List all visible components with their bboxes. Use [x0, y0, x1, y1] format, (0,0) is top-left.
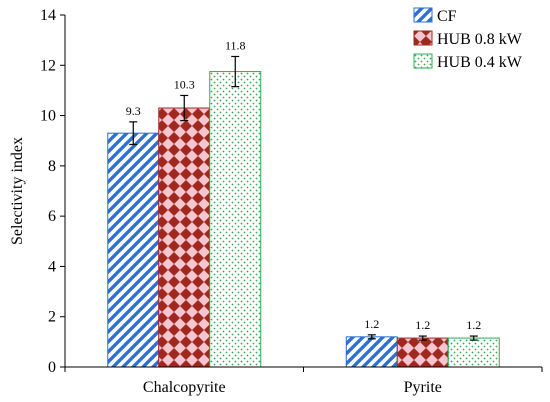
data-label: 1.2: [415, 318, 430, 332]
bar: [345, 336, 398, 368]
legend-swatch: [413, 7, 433, 23]
data-label: 11.8: [225, 38, 246, 52]
data-labels-group: 9.3 10.3 11.8 1.2 1.2 1.2: [126, 38, 482, 332]
y-ticks-group: 0 2 4 6 8 10 12 14: [40, 7, 65, 376]
data-label: 10.3: [174, 77, 195, 91]
bar: [158, 107, 211, 368]
data-label: 1.2: [364, 317, 379, 331]
legend: CF HUB 0.8 kW HUB 0.4 kW: [413, 7, 523, 71]
y-axis-title: Selectivity index: [9, 137, 26, 245]
y-tick-label: 0: [48, 359, 56, 376]
bar: [107, 132, 160, 368]
data-label: 9.3: [126, 104, 141, 118]
data-label: 1.2: [466, 318, 481, 332]
y-tick-label: 2: [48, 309, 56, 326]
y-tick-label: 14: [40, 7, 56, 24]
y-tick-label: 6: [48, 208, 56, 225]
bars-group: [107, 71, 500, 368]
legend-swatch: [413, 30, 433, 46]
error-bars-group: [129, 55, 478, 341]
x-ticks-group: Chalcopyrite Pyrite: [64, 367, 543, 396]
bar: [447, 337, 500, 368]
legend-swatch: [413, 53, 433, 69]
legend-label: HUB 0.4 kW: [437, 54, 523, 71]
bar: [209, 71, 262, 368]
y-tick-label: 4: [48, 258, 56, 275]
bar: [396, 337, 449, 368]
y-tick-label: 8: [48, 158, 56, 175]
y-tick-label: 10: [40, 108, 56, 125]
legend-label: HUB 0.8 kW: [437, 31, 523, 48]
x-tick-label: Pyrite: [404, 379, 442, 396]
x-tick-label: Chalcopyrite: [143, 379, 226, 396]
legend-label: CF: [437, 8, 457, 25]
y-tick-label: 12: [40, 57, 56, 74]
